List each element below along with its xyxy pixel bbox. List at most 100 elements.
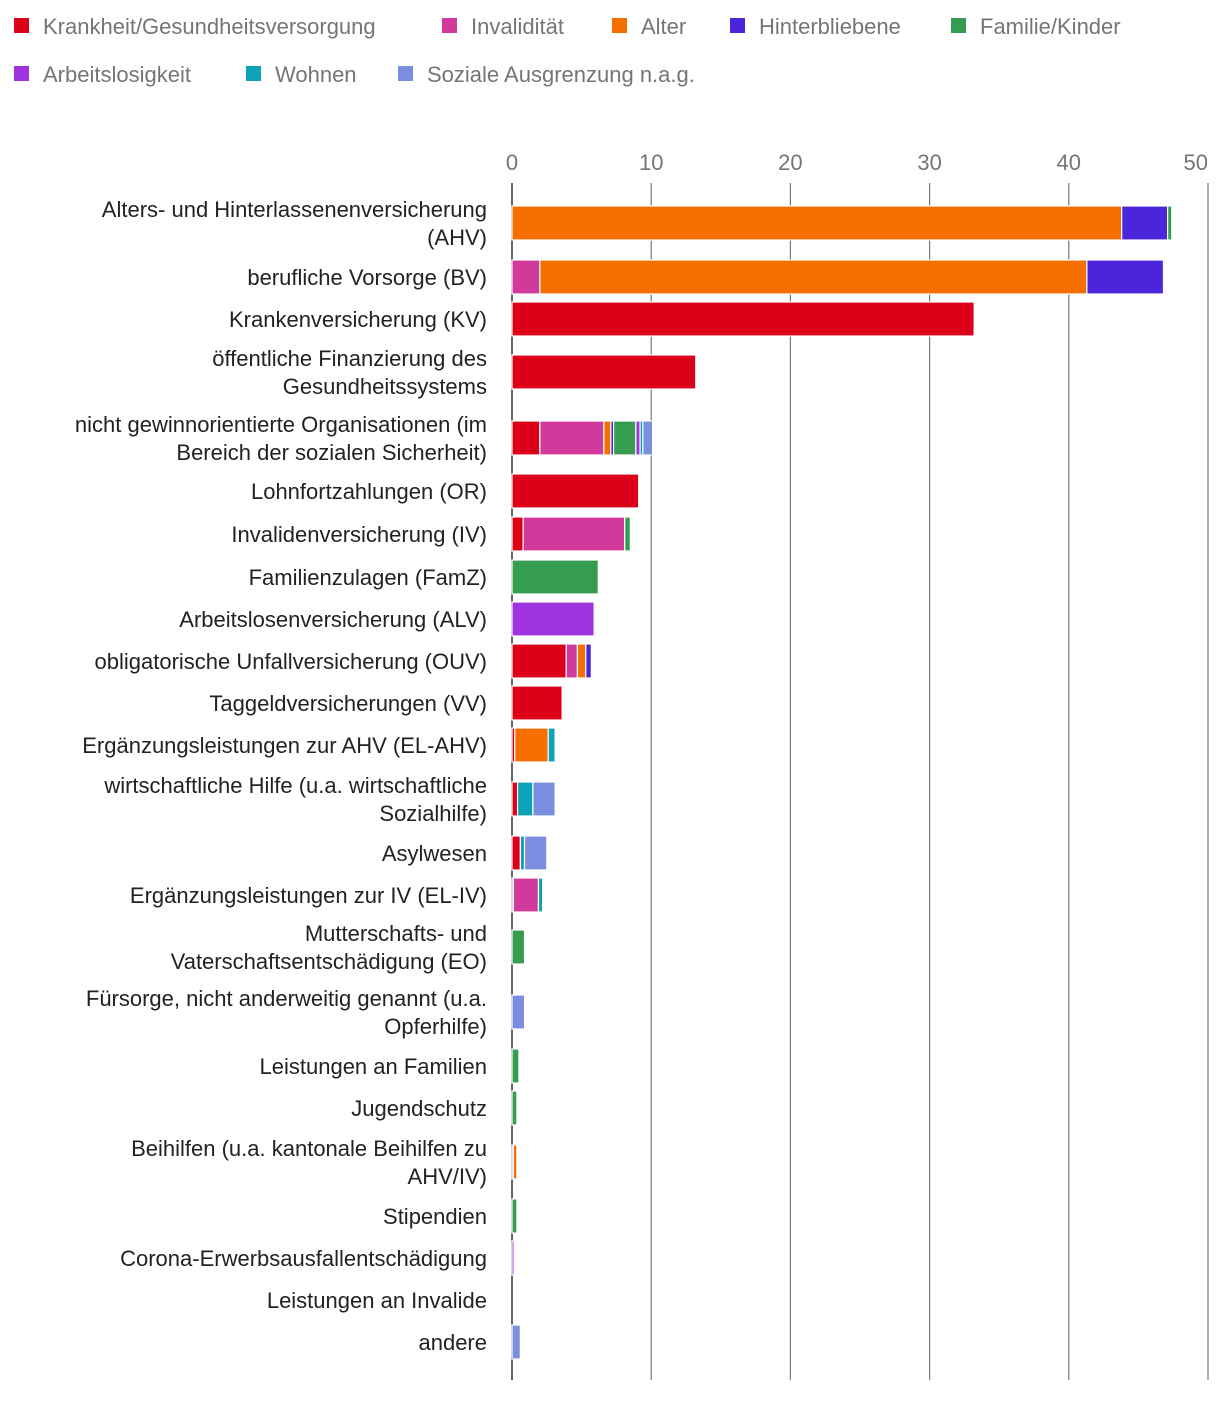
legend-item-krankheit-gesundheitsversorgung[interactable]: Krankheit/Gesundheitsversorgung [14, 14, 376, 39]
category-label: Jugendschutz [351, 1096, 487, 1121]
bar-segment-familie-kinder[interactable] [511, 1090, 518, 1126]
bar-segment-alter[interactable] [603, 420, 612, 456]
bar-segment-alter[interactable] [511, 205, 1123, 241]
bar-segment-alter[interactable] [512, 1144, 518, 1180]
bar-segment-krankheit-gesundheitsversorgung[interactable] [511, 781, 519, 817]
legend-item-hinterbliebene[interactable]: Hinterbliebene [730, 14, 901, 39]
category-label: Arbeitslosenversicherung (ALV) [179, 607, 487, 632]
category-label: Lohnfortzahlungen (OR) [251, 479, 487, 504]
bar-segment-wohnen[interactable] [537, 877, 544, 913]
legend-label: Wohnen [275, 62, 357, 87]
bar-segment-familie-kinder[interactable] [613, 420, 637, 456]
category-label: Krankenversicherung (KV) [229, 307, 487, 332]
bar-segment-soziale-ausgrenzung-n-a-g[interactable] [532, 781, 556, 817]
category-label-line: (AHV) [427, 225, 487, 250]
bar-segment-krankheit-gesundheitsversorgung[interactable] [511, 301, 975, 337]
category-label-line: Leistungen an Familien [260, 1054, 487, 1079]
bar-row-familienzulagen-famz [511, 559, 599, 595]
bar-segment-soziale-ausgrenzung-n-a-g[interactable] [511, 994, 526, 1030]
category-label: Ergänzungsleistungen zur AHV (EL-AHV) [82, 733, 487, 758]
bar-row-andere [511, 1324, 521, 1360]
category-label: andere [418, 1330, 487, 1355]
category-label-line: Mutterschafts- und [305, 921, 487, 946]
bar-row-obligatorische-unfallversicherung-ouv [511, 643, 592, 679]
bar-segment-krankheit-gesundheitsversorgung[interactable] [511, 835, 521, 871]
legend-swatch [730, 18, 745, 33]
bar-segment-soziale-ausgrenzung-n-a-g[interactable] [523, 835, 548, 871]
bar-segment-krankheit-gesundheitsversorgung[interactable] [511, 643, 567, 679]
category-label-line: berufliche Vorsorge (BV) [247, 265, 487, 290]
bar-segment-krankheit-gesundheitsversorgung[interactable] [511, 685, 563, 721]
bar-row-nicht-gewinnorientierte-organisationen-im-bereich-der-sozialen-sicherheit [511, 420, 654, 456]
category-label-line: Jugendschutz [351, 1096, 487, 1121]
bar-segment-hinterbliebene[interactable] [585, 643, 592, 679]
bar-segment-invaliditaet[interactable] [522, 516, 626, 552]
bar-segment-alter[interactable] [539, 259, 1088, 295]
bar-segment-krankheit-gesundheitsversorgung[interactable] [511, 516, 524, 552]
bar-segment-arbeitslosigkeit[interactable] [511, 1240, 515, 1276]
bar-segment-arbeitslosigkeit[interactable] [635, 420, 641, 456]
category-label-line: Opferhilfe) [384, 1014, 487, 1039]
bar-segment-familie-kinder[interactable] [624, 516, 631, 552]
category-label: Leistungen an Familien [260, 1054, 487, 1079]
legend-item-soziale-ausgrenzung-n-a-g[interactable]: Soziale Ausgrenzung n.a.g. [398, 62, 695, 87]
bar-row-lohnfortzahlungen-or [511, 473, 640, 509]
bar-segment-wohnen[interactable] [547, 727, 556, 763]
category-label-line: Ergänzungsleistungen zur AHV (EL-AHV) [82, 733, 487, 758]
category-label: Alters- und Hinterlassenenversicherung (A… [102, 197, 487, 250]
bar-segment-krankheit-gesundheitsversorgung[interactable] [511, 420, 541, 456]
bar-segment-invaliditaet[interactable] [565, 643, 579, 679]
bars [511, 205, 1173, 1360]
legend-item-arbeitslosigkeit[interactable]: Arbeitslosigkeit [14, 62, 191, 87]
category-label-line: Corona-Erwerbsausfallentschädigung [120, 1246, 487, 1271]
bar-segment-soziale-ausgrenzung-n-a-g[interactable] [642, 420, 654, 456]
bar-row-alters-und-hinterlassenenversicherung-ahv [511, 205, 1173, 241]
category-label-line: Alters- und Hinterlassenenversicherung [102, 197, 487, 222]
legend-label: Hinterbliebene [759, 14, 901, 39]
legend-label: Krankheit/Gesundheitsversorgung [43, 14, 376, 39]
bar-segment-soziale-ausgrenzung-n-a-g[interactable] [511, 1324, 521, 1360]
bar-segment-familie-kinder[interactable] [511, 559, 599, 595]
tick-label-40: 40 [1057, 150, 1081, 175]
bar-segment-hinterbliebene[interactable] [1121, 205, 1169, 241]
bar-segment-hinterbliebene[interactable] [1086, 259, 1165, 295]
legend-item-invaliditaet[interactable]: Invalidität [442, 14, 564, 39]
bar-segment-arbeitslosigkeit[interactable] [511, 601, 595, 637]
tick-label-30: 30 [917, 150, 941, 175]
legend-label: Familie/Kinder [980, 14, 1121, 39]
bar-row-leistungen-an-familien [511, 1048, 520, 1084]
category-label: Familienzulagen (FamZ) [249, 565, 487, 590]
bar-segment-krankheit-gesundheitsversorgung[interactable] [511, 473, 640, 509]
bar-segment-invaliditaet[interactable] [511, 259, 541, 295]
category-label-line: Taggeldversicherungen (VV) [209, 691, 487, 716]
category-label-line: öffentliche Finanzierung des [212, 346, 487, 371]
category-label-line: Beihilfen (u.a. kantonale Beihilfen zu [131, 1136, 487, 1161]
bar-segment-wohnen[interactable] [516, 781, 534, 817]
bar-segment-familie-kinder[interactable] [511, 1048, 520, 1084]
category-label-line: nicht gewinnorientierte Organisationen (… [75, 412, 487, 437]
bar-segment-krankheit-gesundheitsversorgung[interactable] [511, 354, 697, 390]
bar-segment-familie-kinder[interactable] [1167, 205, 1173, 241]
bar-segment-familie-kinder[interactable] [511, 929, 526, 965]
legend-swatch [442, 18, 457, 33]
category-label: nicht gewinnorientierte Organisationen (… [75, 412, 487, 465]
bar-segment-familie-kinder[interactable] [511, 1198, 518, 1234]
legend-item-familie-kinder[interactable]: Familie/Kinder [951, 14, 1121, 39]
bar-row-ergaenzungsleistungen-zur-iv-el-iv [511, 877, 544, 913]
bar-segment-alter[interactable] [576, 643, 587, 679]
bar-row-mutterschafts-und-vaterschaftsentschaedigung-eo [511, 929, 526, 965]
bar-row-asylwesen [511, 835, 548, 871]
category-label: Corona-Erwerbsausfallentschädigung [120, 1246, 487, 1271]
legend-swatch [612, 18, 627, 33]
category-label: wirtschaftliche Hilfe (u.a. wirtschaftli… [103, 773, 487, 826]
legend-swatch [14, 66, 29, 81]
bar-segment-wohnen[interactable] [519, 835, 526, 871]
legend-item-alter[interactable]: Alter [612, 14, 686, 39]
category-label-line: Lohnfortzahlungen (OR) [251, 479, 487, 504]
category-label-line: Familienzulagen (FamZ) [249, 565, 487, 590]
bar-segment-invaliditaet[interactable] [512, 877, 540, 913]
bar-segment-invaliditaet[interactable] [539, 420, 605, 456]
bar-segment-alter[interactable] [514, 727, 549, 763]
legend-item-wohnen[interactable]: Wohnen [246, 62, 357, 87]
